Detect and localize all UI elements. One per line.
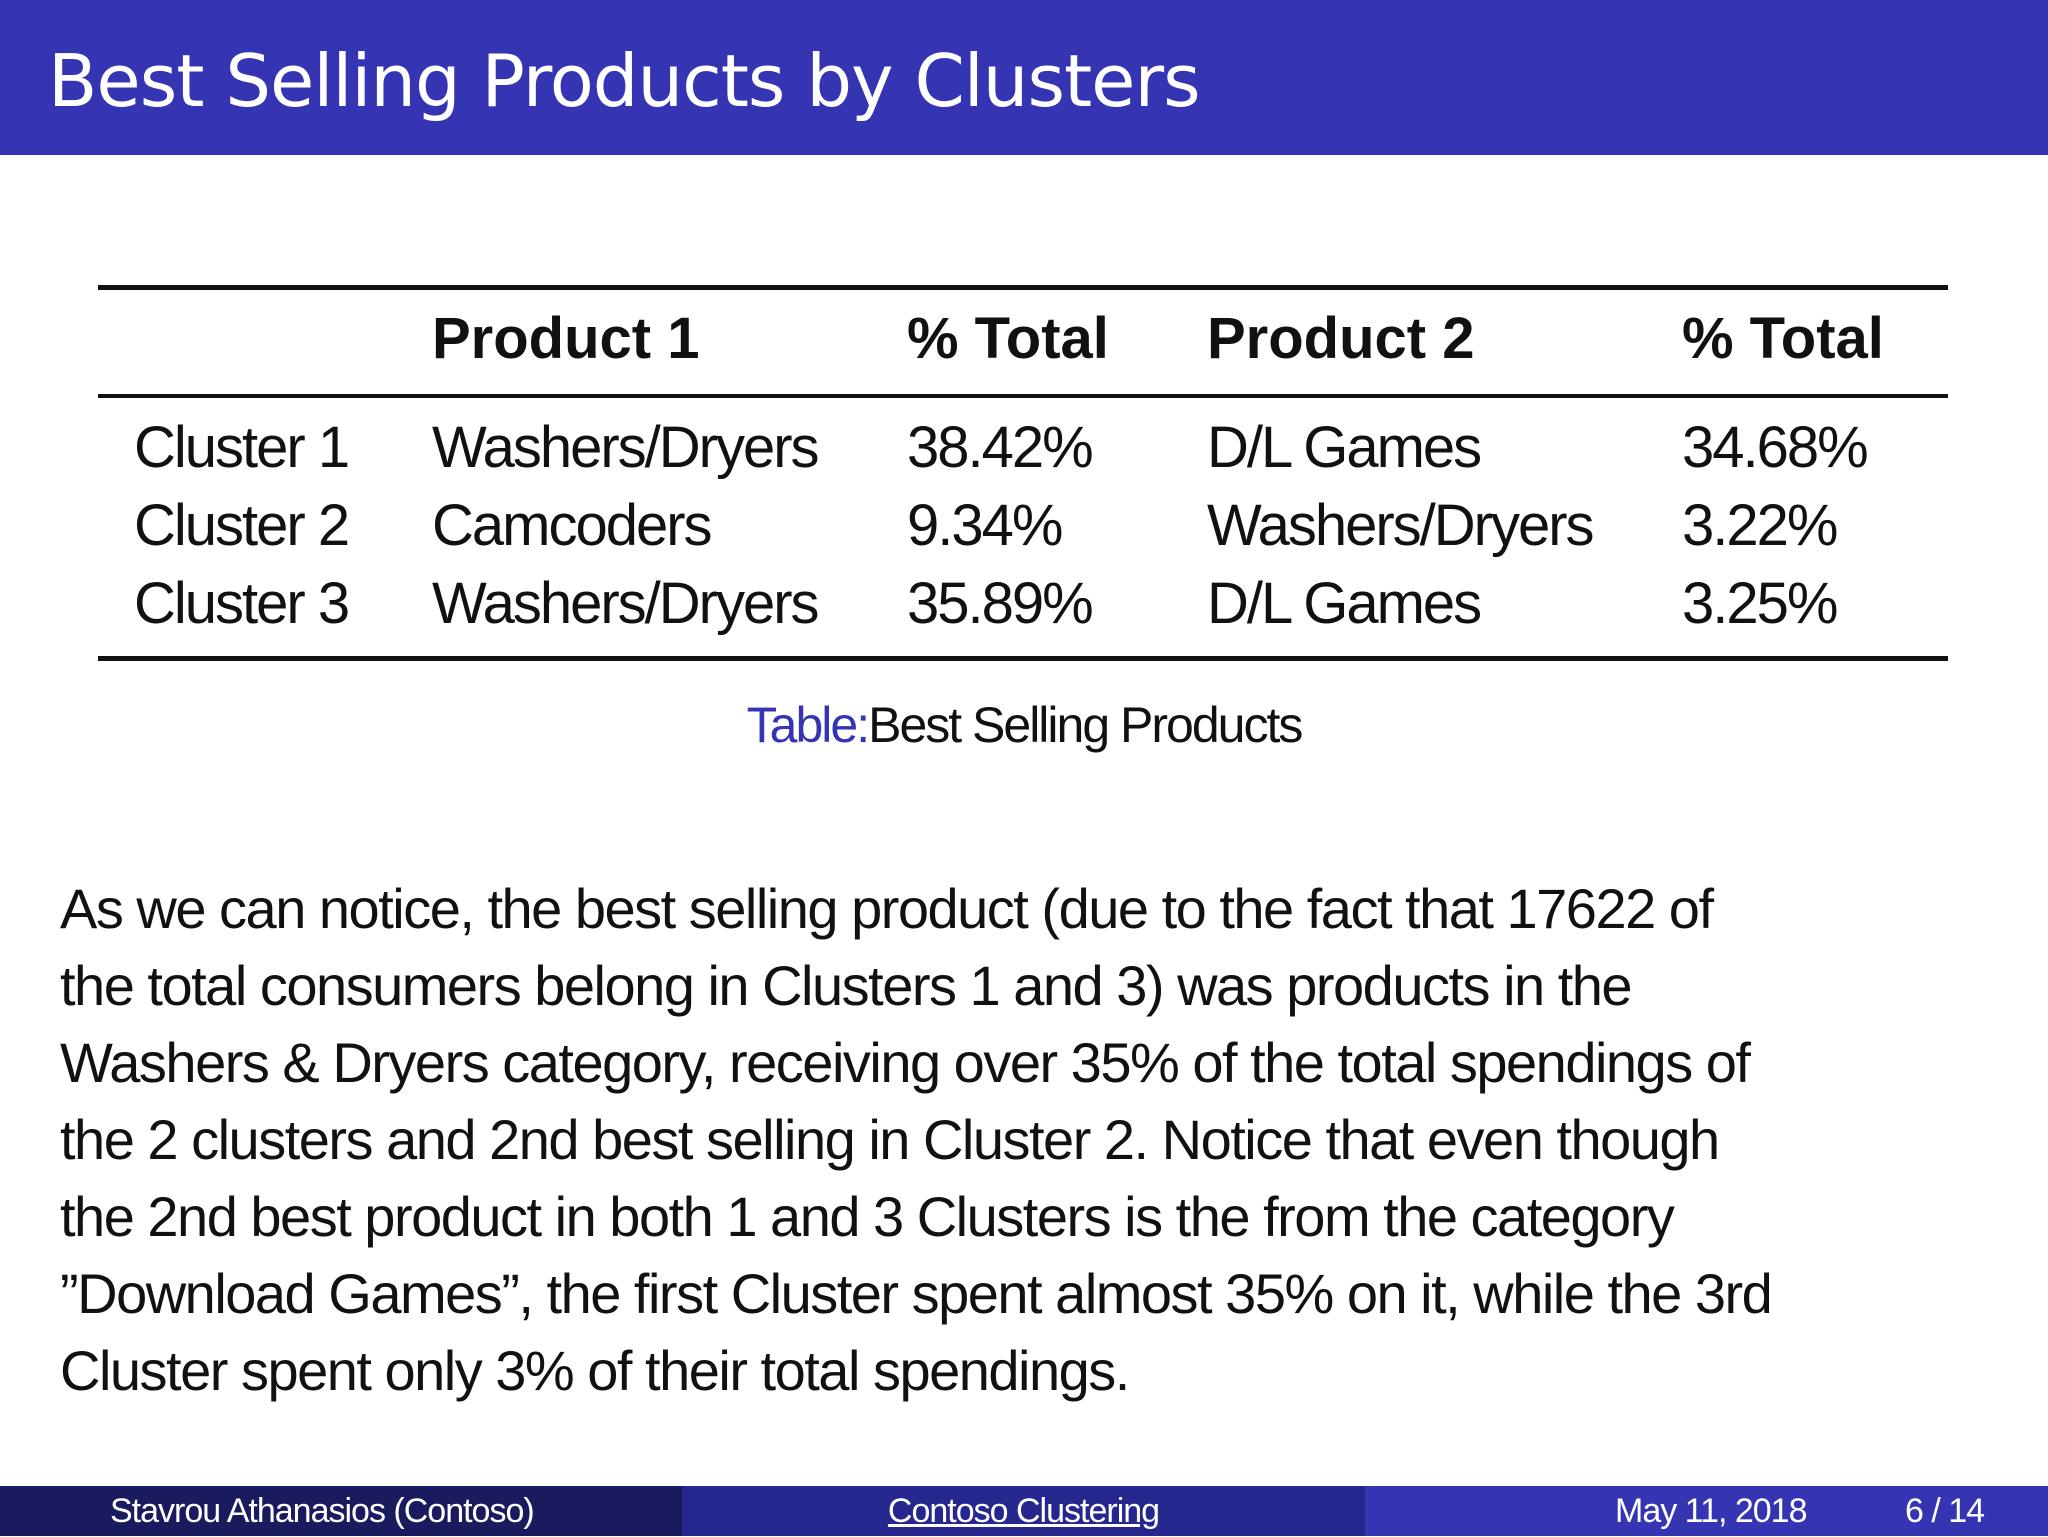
table-cell-cluster: Cluster 3 (134, 571, 350, 636)
table-cell-percent-2: 34.68% (1682, 415, 1869, 480)
table-cell-cluster: Cluster 1 (134, 415, 350, 480)
paragraph-line: the 2 clusters and 2nd best selling in C… (60, 1108, 1720, 1171)
footer-page-number: 6 / 14 (1905, 1492, 1985, 1530)
footer-title-link[interactable]: Contoso Clustering (887, 1492, 1160, 1530)
table-cell-product-1: Washers/Dryers (432, 571, 820, 636)
body-paragraph: As we can notice, the best selling produ… (60, 870, 1960, 1409)
table-cell-percent-1: 9.34% (907, 493, 1063, 558)
footer-bar: Stavrou Athanasios (Contoso) Contoso Clu… (0, 1486, 2048, 1536)
paragraph-line: Washers & Dryers category, receiving ove… (60, 1031, 1751, 1094)
header-percent-total-2: % Total (1682, 306, 1884, 371)
table-cell-percent-1: 35.89% (907, 571, 1094, 636)
table-caption: Table:Best Selling Products (0, 692, 2048, 758)
table-caption-label: Table: (746, 697, 870, 753)
table-cell-product-2: Washers/Dryers (1207, 493, 1595, 558)
paragraph-line: As we can notice, the best selling produ… (60, 877, 1714, 940)
table-cell-percent-1: 38.42% (907, 415, 1094, 480)
table-cell-product-2: D/L Games (1207, 571, 1482, 636)
header-percent-total-1: % Total (907, 306, 1109, 371)
paragraph-line: the total consumers belong in Clusters 1… (60, 954, 1633, 1017)
footer-author-section: Stavrou Athanasios (Contoso) (0, 1486, 682, 1536)
footer-author: Stavrou Athanasios (Contoso) (110, 1492, 535, 1530)
paragraph-line: Cluster spent only 3% of their total spe… (60, 1339, 1130, 1402)
footer-title-section: Contoso Clustering (682, 1486, 1365, 1536)
table-bottom-rule (98, 656, 1948, 661)
table-caption-text: Best Selling Products (868, 697, 1303, 753)
table-cell-product-1: Camcoders (432, 493, 713, 558)
table-cell-cluster: Cluster 2 (134, 493, 350, 558)
footer-date: May 11, 2018 (1615, 1492, 1808, 1530)
table-cell-product-2: D/L Games (1207, 415, 1482, 480)
table-cell-product-1: Washers/Dryers (432, 415, 820, 480)
paragraph-line: the 2nd best product in both 1 and 3 Clu… (60, 1185, 1675, 1248)
table-cell-percent-2: 3.25% (1682, 571, 1838, 636)
paragraph-line: ”Download Games”, the first Cluster spen… (60, 1262, 1773, 1325)
slide-title: Best Selling Products by Clusters (48, 39, 1201, 123)
table-cell-percent-2: 3.22% (1682, 493, 1838, 558)
footer-date-section: May 11, 2018 6 / 14 (1365, 1486, 2048, 1536)
table-top-rule (98, 285, 1948, 290)
header-product-1: Product 1 (432, 306, 700, 371)
header-product-2: Product 2 (1207, 306, 1475, 371)
title-bar: Best Selling Products by Clusters (0, 0, 2048, 155)
table-header-rule (98, 394, 1948, 398)
